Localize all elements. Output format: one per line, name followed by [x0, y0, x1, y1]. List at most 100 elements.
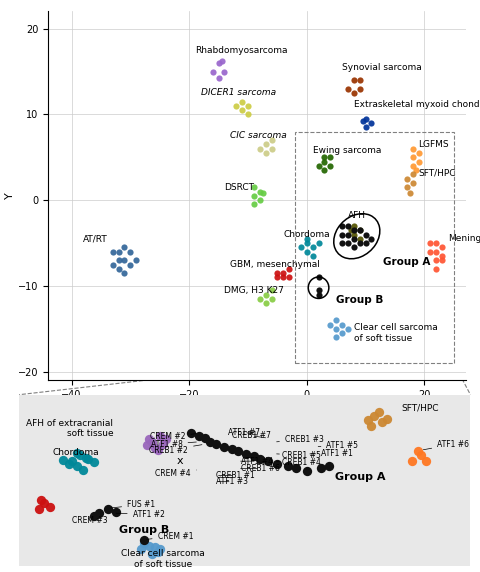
Point — [127, 260, 134, 269]
Point — [73, 462, 81, 471]
Point — [432, 264, 440, 273]
Point — [297, 243, 305, 252]
Point — [367, 422, 374, 431]
Text: DSRCT: DSRCT — [225, 183, 254, 192]
Point — [309, 252, 316, 261]
Point — [250, 191, 258, 201]
Text: CREM #1: CREM #1 — [146, 531, 193, 541]
Point — [256, 144, 264, 153]
Point — [315, 161, 323, 170]
Text: Group A: Group A — [335, 472, 385, 482]
Point — [120, 256, 128, 265]
Point — [127, 247, 134, 256]
Point — [274, 273, 281, 282]
Point — [256, 294, 264, 303]
Y-axis label: Y: Y — [5, 193, 15, 199]
Point — [148, 550, 156, 559]
Point — [292, 464, 300, 473]
Point — [96, 509, 103, 518]
Text: CREB1 #5: CREB1 #5 — [276, 451, 321, 460]
Point — [109, 260, 117, 269]
Point — [84, 454, 92, 463]
Point — [338, 230, 346, 239]
Text: Group B: Group B — [336, 295, 384, 305]
Point — [132, 256, 140, 265]
Point — [426, 239, 434, 248]
Point — [148, 437, 156, 446]
Point — [273, 459, 280, 468]
Point — [82, 453, 89, 462]
Point — [151, 542, 159, 551]
Text: Clear cell sarcoma
of soft tissue: Clear cell sarcoma of soft tissue — [354, 324, 438, 343]
Point — [274, 269, 281, 278]
Text: FUS #1: FUS #1 — [110, 500, 156, 509]
Point — [242, 450, 250, 459]
Text: CREB1 #4: CREB1 #4 — [276, 458, 321, 467]
Point — [338, 239, 346, 248]
Point — [228, 444, 236, 454]
Point — [285, 273, 293, 282]
Point — [73, 448, 81, 457]
Point — [409, 144, 417, 153]
Point — [432, 239, 440, 248]
Point — [347, 226, 355, 235]
Point — [221, 67, 228, 76]
Text: Chordoma: Chordoma — [52, 448, 99, 457]
Text: Extraskeletal myxoid chondrosarcoma: Extraskeletal myxoid chondrosarcoma — [354, 100, 480, 109]
Point — [264, 456, 272, 466]
Point — [350, 226, 358, 235]
Point — [412, 166, 420, 175]
Point — [201, 434, 208, 443]
Text: SFT/HPC: SFT/HPC — [419, 168, 456, 177]
Point — [344, 324, 352, 333]
Point — [115, 256, 122, 265]
Text: SFT/HPC: SFT/HPC — [401, 403, 439, 412]
Text: Meningioma: Meningioma — [448, 235, 480, 243]
Point — [279, 273, 287, 282]
Point — [137, 545, 145, 554]
Text: Clear cell sarcoma
of soft tissue: Clear cell sarcoma of soft tissue — [121, 549, 205, 569]
Point — [364, 415, 372, 424]
Text: ATF1 #1: ATF1 #1 — [310, 450, 353, 458]
Point — [315, 286, 323, 295]
Point — [321, 157, 328, 166]
Point — [115, 264, 122, 273]
Text: CREM #2: CREM #2 — [150, 432, 196, 442]
Point — [303, 466, 311, 475]
Point — [370, 412, 377, 421]
Point — [68, 456, 76, 466]
Text: Chordoma: Chordoma — [283, 230, 330, 239]
Point — [145, 541, 153, 550]
Point — [256, 196, 264, 205]
Point — [409, 153, 417, 162]
Point — [344, 230, 352, 239]
Point — [356, 226, 363, 235]
Point — [60, 455, 67, 464]
Point — [206, 437, 214, 446]
Point — [350, 221, 358, 231]
Text: Group B: Group B — [119, 525, 169, 535]
Point — [238, 97, 246, 106]
Point — [250, 183, 258, 192]
Point — [432, 256, 440, 265]
Text: DMG, H3 K27: DMG, H3 K27 — [225, 286, 284, 295]
Point — [156, 545, 164, 554]
Point — [338, 320, 346, 329]
Text: Group A: Group A — [383, 257, 431, 267]
Point — [408, 456, 416, 466]
Text: CREB1 #7: CREB1 #7 — [232, 431, 271, 440]
Text: CIC sarcoma: CIC sarcoma — [230, 132, 287, 140]
Point — [284, 462, 291, 471]
Point — [303, 239, 311, 248]
Point — [309, 243, 316, 252]
Point — [109, 247, 117, 256]
Text: CREB1 #3: CREB1 #3 — [276, 435, 324, 444]
Point — [140, 535, 148, 545]
Point — [326, 161, 334, 170]
Point — [338, 221, 346, 231]
Text: CREM #4: CREM #4 — [155, 468, 196, 478]
Point — [368, 118, 375, 128]
Point — [315, 290, 323, 299]
Point — [256, 187, 264, 196]
X-axis label: x: x — [253, 406, 260, 416]
